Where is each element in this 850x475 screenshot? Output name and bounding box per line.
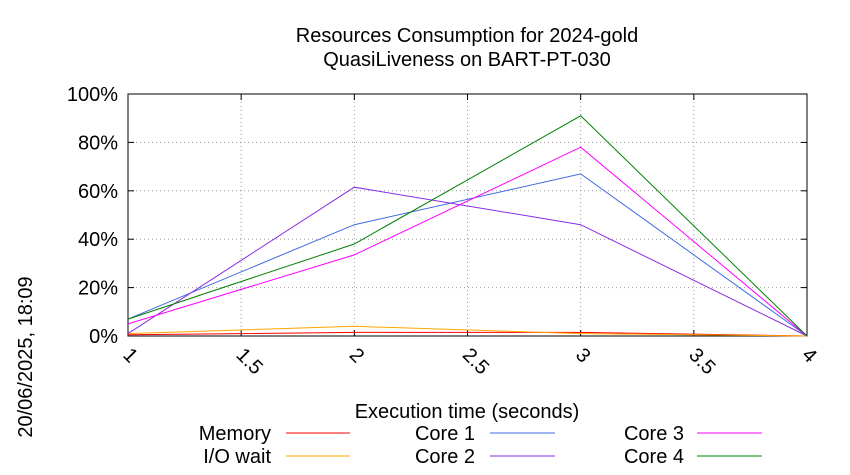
legend-label: Core 3 bbox=[624, 423, 684, 445]
x-tick-label: 4 bbox=[797, 344, 820, 367]
timestamp-label: 20/06/2025, 18:09 bbox=[15, 276, 37, 437]
y-tick-label: 100% bbox=[67, 84, 118, 106]
legend-label: Memory bbox=[199, 423, 271, 445]
legend-label: I/O wait bbox=[203, 446, 271, 468]
x-tick-label: 3 bbox=[571, 344, 594, 367]
y-tick-label: 40% bbox=[78, 229, 118, 251]
series-line-core-1 bbox=[127, 173, 808, 337]
series-line-i-o-wait bbox=[127, 325, 808, 337]
y-tick-label: 80% bbox=[78, 132, 118, 154]
legend-label: Core 4 bbox=[624, 446, 684, 468]
chart-subtitle: QuasiLiveness on BART-PT-030 bbox=[323, 49, 611, 71]
legend-label: Core 1 bbox=[415, 423, 475, 445]
y-axis-ticks: 0% 20% 40% 60% 80% 100% bbox=[67, 84, 807, 348]
series-lines bbox=[127, 115, 808, 337]
chart-title: Resources Consumption for 2024-gold bbox=[296, 25, 638, 47]
x-tick-label: 1 bbox=[118, 344, 141, 367]
y-tick-label: 60% bbox=[78, 181, 118, 203]
y-tick-label: 20% bbox=[78, 278, 118, 300]
series-line-core-3 bbox=[127, 146, 808, 337]
x-tick-label: 1.5 bbox=[232, 344, 267, 379]
series-line-core-4 bbox=[127, 115, 808, 337]
series-line-memory bbox=[127, 331, 808, 337]
legend-label: Core 2 bbox=[415, 446, 475, 468]
x-tick-label: 3.5 bbox=[684, 344, 719, 379]
series-line-core-2 bbox=[127, 186, 808, 337]
grid-lines bbox=[128, 94, 807, 336]
x-tick-label: 2 bbox=[345, 344, 368, 367]
x-axis-label: Execution time (seconds) bbox=[355, 401, 580, 423]
x-tick-label: 2.5 bbox=[458, 344, 493, 379]
y-tick-label: 0% bbox=[89, 326, 118, 348]
